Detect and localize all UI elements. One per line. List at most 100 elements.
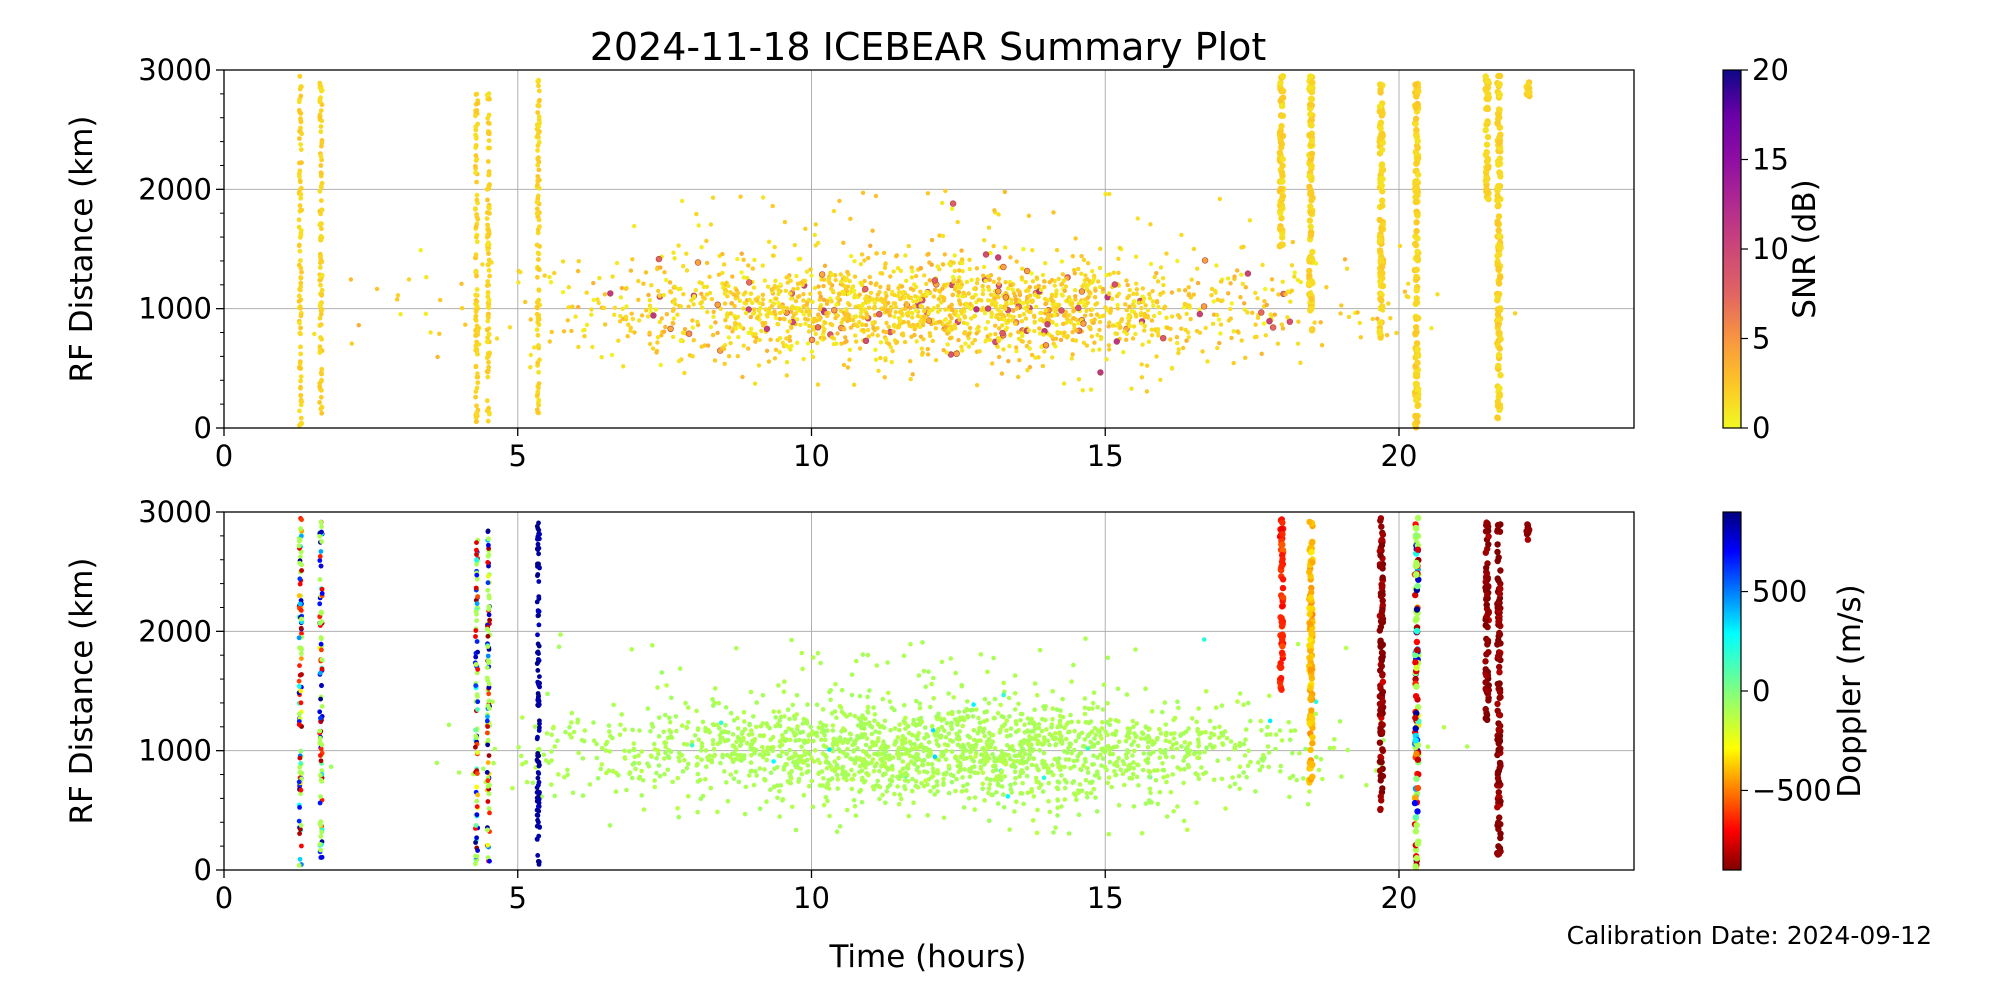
scatter-point [740, 374, 745, 380]
scatter-point [1159, 335, 1167, 342]
scatter-point [630, 775, 635, 781]
scatter-point [946, 711, 951, 716]
scatter-point [877, 730, 882, 735]
scatter-point [619, 712, 624, 717]
scatter-point [595, 776, 601, 781]
scatter-point [897, 319, 903, 324]
scatter-point [983, 326, 988, 331]
scatter-point [428, 330, 433, 335]
streak-point [536, 124, 542, 129]
streak-point [1278, 102, 1286, 110]
scatter-point [718, 720, 724, 726]
streak-point [1379, 304, 1386, 311]
scatter-point [837, 735, 843, 740]
scatter-point [1070, 254, 1076, 259]
streak-point [1412, 178, 1419, 185]
streak-point [1308, 89, 1316, 96]
scatter-point [754, 315, 760, 321]
scatter-point [1039, 728, 1045, 734]
scatter-point [986, 287, 992, 292]
scatter-point [1132, 748, 1137, 754]
scatter-point [725, 798, 731, 804]
scatter-point [935, 264, 940, 269]
scatter-point [878, 751, 884, 757]
scatter-point [1028, 309, 1033, 315]
scatter-point [996, 276, 1002, 282]
streak-point [298, 305, 303, 311]
scatter-point [815, 650, 821, 656]
scatter-point [1133, 734, 1139, 740]
scatter-point [985, 669, 990, 675]
scatter-point [853, 333, 858, 338]
scatter-point [566, 305, 571, 310]
scatter-point [434, 760, 440, 766]
scatter-point [1052, 756, 1058, 762]
scatter-point [894, 339, 900, 345]
scatter-point [558, 632, 563, 637]
scatter-point [1217, 196, 1223, 202]
streak-point [1377, 119, 1385, 126]
scatter-point [1027, 339, 1032, 345]
scatter-point [1232, 745, 1237, 750]
scatter-point [748, 330, 753, 335]
scatter-point [748, 291, 754, 296]
streak-point [297, 136, 302, 142]
scatter-point [711, 753, 717, 759]
scatter-point [1088, 387, 1094, 392]
scatter-point [1032, 707, 1037, 712]
streak-point [535, 143, 541, 148]
scatter-point [884, 765, 889, 771]
scatter-point [841, 726, 846, 731]
scatter-point [609, 352, 615, 358]
streak-point [1497, 274, 1504, 281]
scatter-point [1175, 804, 1180, 809]
streak-point [299, 399, 304, 404]
scatter-point [694, 708, 699, 714]
scatter-point [977, 720, 983, 725]
scatter-point [707, 274, 712, 279]
scatter-point [1053, 741, 1059, 747]
scatter-point [618, 295, 624, 300]
scatter-point [773, 715, 778, 720]
scatter-point [1194, 719, 1199, 725]
scatter-point [801, 716, 807, 722]
scatter-point [987, 782, 992, 787]
streak-point [296, 863, 302, 868]
scatter-point [783, 729, 788, 735]
streak-point [296, 683, 302, 689]
scatter-point [823, 320, 828, 326]
scatter-point [912, 304, 917, 309]
scatter-point [855, 746, 860, 751]
scatter-point [972, 795, 978, 800]
streak-point [1376, 247, 1384, 254]
scatter-point [1090, 762, 1095, 767]
scatter-point [1008, 282, 1013, 288]
scatter-point [1029, 298, 1035, 303]
scatter-point [1295, 641, 1301, 647]
scatter-point [694, 259, 702, 266]
scatter-point [435, 354, 440, 360]
scatter-point [780, 735, 786, 741]
streak-point [484, 234, 490, 240]
scatter-point [1107, 272, 1112, 277]
streak-point [1413, 219, 1420, 226]
scatter-point [1242, 307, 1248, 312]
scatter-point [996, 336, 1001, 341]
scatter-point [1241, 702, 1246, 707]
scatter-point [1186, 292, 1192, 298]
scatter-point [926, 251, 931, 257]
scatter-point [982, 238, 987, 243]
scatter-point [637, 728, 642, 733]
scatter-point [995, 801, 1001, 806]
streak-point [298, 823, 304, 828]
scatter-point [987, 730, 992, 736]
scatter-point [1069, 679, 1074, 684]
scatter-point [935, 309, 941, 314]
scatter-point [1160, 276, 1166, 281]
scatter-point [803, 321, 808, 326]
scatter-point [930, 727, 936, 733]
scatter-point [1131, 724, 1136, 730]
scatter-point [456, 770, 462, 775]
scatter-point [1007, 344, 1012, 349]
scatter-point [518, 753, 524, 759]
